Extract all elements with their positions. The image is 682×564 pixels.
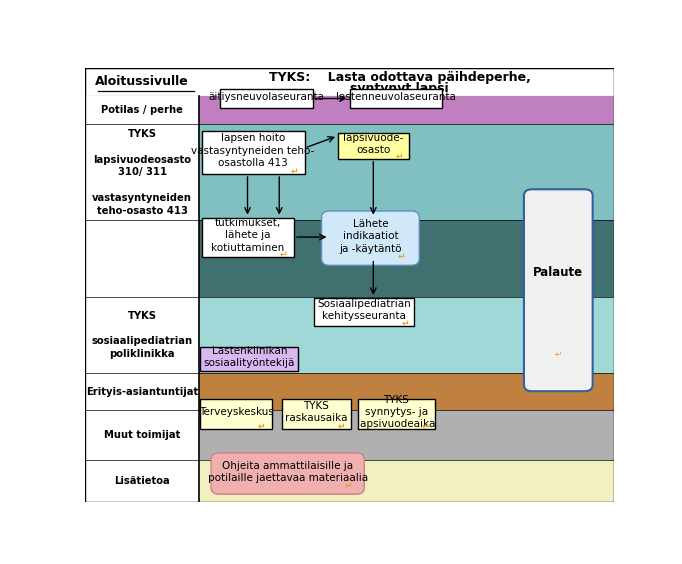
Text: äitiysneuvolaseuranta: äitiysneuvolaseuranta (208, 92, 324, 102)
Bar (350, 90, 442, 108)
Text: TYKS

lapsivuodeosasto
310/ 311

vastasyntyneiden
teho-osasto 413: TYKS lapsivuodeosasto 310/ 311 vastasynt… (92, 129, 192, 215)
Text: Lastenklinikan
sosiaalityöntekijä: Lastenklinikan sosiaalityöntekijä (204, 346, 295, 368)
Bar (282, 399, 351, 429)
Bar (85, 297, 199, 373)
Bar (338, 133, 409, 159)
Text: syntynyt lapsi: syntynyt lapsi (351, 82, 449, 95)
Text: Ohjeita ammattilaisille ja
potilaille jaettavaa materiaalia: Ohjeita ammattilaisille ja potilaille ja… (207, 461, 368, 483)
Text: Sosiaalipediatrian
kehitysseuranta: Sosiaalipediatrian kehitysseuranta (317, 299, 411, 321)
Text: ↵: ↵ (421, 421, 429, 430)
Text: ↵: ↵ (401, 318, 409, 327)
Text: Palaute: Palaute (533, 266, 583, 279)
Text: Aloitussivulle: Aloitussivulle (95, 76, 189, 89)
Text: ↵: ↵ (554, 350, 562, 359)
Bar (85, 68, 614, 96)
Text: Muut toimijat: Muut toimijat (104, 430, 180, 440)
FancyBboxPatch shape (321, 211, 419, 265)
Bar (85, 410, 199, 460)
Bar (199, 124, 614, 221)
Bar (201, 399, 272, 429)
Text: ↵: ↵ (344, 480, 352, 489)
Bar (199, 373, 614, 410)
Bar (85, 96, 199, 124)
FancyBboxPatch shape (211, 453, 364, 494)
Text: ↵: ↵ (338, 421, 345, 430)
Text: lapsivuode-
osasto: lapsivuode- osasto (343, 133, 404, 155)
Text: ↵: ↵ (280, 249, 287, 258)
Text: tutkimukset,
lähete ja
kotiuttaminen: tutkimukset, lähete ja kotiuttaminen (211, 218, 284, 253)
Text: ↵: ↵ (398, 251, 405, 260)
Text: ↵: ↵ (291, 166, 298, 175)
Bar (85, 373, 199, 410)
Text: Terveyskeskus: Terveyskeskus (198, 407, 273, 417)
Bar (199, 221, 614, 297)
Bar (202, 218, 294, 257)
Text: TYKS

sosiaalipediatrian
poliklinikka: TYKS sosiaalipediatrian poliklinikka (91, 311, 192, 359)
FancyBboxPatch shape (524, 190, 593, 391)
Text: ↵: ↵ (258, 421, 265, 430)
Bar (202, 131, 305, 174)
Text: TYKS

lastenlääkäri: TYKS lastenlääkäri (105, 241, 179, 276)
Text: TYKS:    Lasta odottava päihdeperhe,: TYKS: Lasta odottava päihdeperhe, (269, 71, 531, 84)
Text: ↵: ↵ (396, 151, 404, 160)
Bar (85, 221, 199, 297)
Bar (199, 96, 614, 124)
Text: Erityis-asiantuntijat: Erityis-asiantuntijat (86, 387, 198, 396)
Text: Lisätietoa: Lisätietoa (114, 476, 170, 486)
Bar (201, 347, 298, 371)
Bar (314, 298, 414, 326)
Bar (199, 410, 614, 460)
Bar (199, 460, 614, 502)
Bar (199, 297, 614, 373)
Text: Lähete
indikaatiot
ja -käytäntö: Lähete indikaatiot ja -käytäntö (339, 219, 402, 254)
Bar (85, 460, 199, 502)
Bar (220, 90, 312, 108)
Text: TYKS
synnytys- ja
lapsivuodeaika: TYKS synnytys- ja lapsivuodeaika (357, 395, 436, 429)
Bar (358, 399, 434, 429)
Text: lastenneuvolaseuranta: lastenneuvolaseuranta (336, 92, 456, 102)
Text: TYKS
raskausaika: TYKS raskausaika (285, 401, 347, 423)
Text: Potilas / perhe: Potilas / perhe (101, 105, 183, 115)
Bar (85, 124, 199, 221)
Text: lapsen hoito
vastasyntyneiden teho-
osastolla 413: lapsen hoito vastasyntyneiden teho- osas… (192, 133, 315, 168)
